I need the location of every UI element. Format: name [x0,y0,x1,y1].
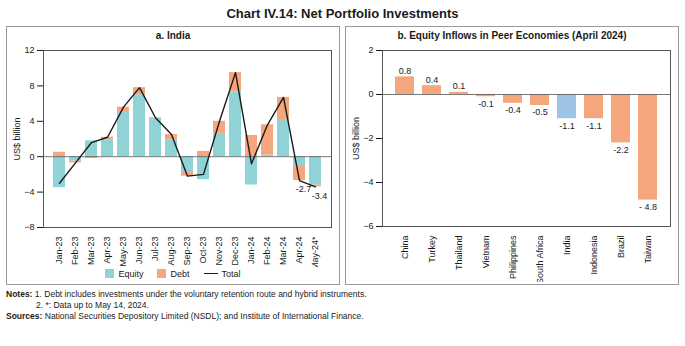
svg-text:Oct-23: Oct-23 [198,237,208,264]
svg-text:Nov-23: Nov-23 [214,237,224,266]
svg-text:Thailand: Thailand [454,236,464,271]
html-text:Notes: 1. Debt includes invest: Notes: 1. Debt includes investments unde… [6,289,367,299]
svg-text:Brazil: Brazil [616,236,626,259]
svg-text:Jul-23: Jul-23 [150,237,160,262]
svg-text:−8: −8 [24,222,34,232]
svg-text:Apr-24: Apr-24 [294,237,304,264]
svg-text:-2.7: -2.7 [296,184,312,194]
svg-text:0.4: 0.4 [426,75,439,85]
svg-text:Dec-23: Dec-23 [230,237,240,266]
svg-text:Indonesia: Indonesia [589,236,599,275]
svg-text:Jan-23: Jan-23 [54,237,64,265]
html-text:2. *: Data up to May 14, 2024.: 2. *: Data up to May 14, 2024. [36,300,149,310]
svg-text:India: India [562,236,572,256]
svg-text:0.8: 0.8 [399,66,412,76]
html-text:Equity: Equity [118,268,144,279]
svg-text:-3.4: -3.4 [312,191,328,201]
svg-text:US$ billion: US$ billion [12,117,22,160]
svg-text:0: 0 [29,152,34,162]
svg-text:−6: −6 [363,221,373,231]
svg-text:South Africa: South Africa [535,236,545,283]
svg-text:Turkey: Turkey [427,235,437,263]
html-text:a. India: a. India [155,30,191,41]
svg-text:US$ billion: US$ billion [351,117,361,160]
html-text:Sources: National Securities D: Sources: National Securities Depository … [6,311,364,321]
svg-text:China: China [400,236,410,260]
svg-text:Feb-24: Feb-24 [262,237,272,266]
svg-text:Vietnam: Vietnam [481,236,491,269]
svg-text:Mar-23: Mar-23 [86,237,96,266]
svg-text:8: 8 [29,81,34,91]
svg-text:0.1: 0.1 [453,81,466,91]
svg-text:4: 4 [29,116,34,126]
svg-text:-1.1: -1.1 [559,121,575,131]
svg-text:Sep-23: Sep-23 [182,237,192,266]
svg-text:-0.5: -0.5 [532,107,548,117]
svg-text:Philippines: Philippines [508,235,518,279]
svg-text:May-24*: May-24* [310,236,320,267]
svg-text:Taiwan: Taiwan [643,236,653,264]
svg-text:May-23: May-23 [118,237,128,267]
svg-text:−2: −2 [363,133,373,143]
svg-text:-2.2: -2.2 [613,145,629,155]
svg-text:12: 12 [24,45,34,55]
svg-text:Jun-23: Jun-23 [134,237,144,265]
svg-text:−4: −4 [363,177,373,187]
svg-text:-0.4: -0.4 [505,105,521,115]
svg-text:2: 2 [368,45,373,55]
svg-text:Feb-23: Feb-23 [70,237,80,266]
html-text:Debt: Debt [170,268,190,279]
svg-text:0: 0 [368,89,373,99]
html-text:b. Equity Inflows in Peer Econ: b. Equity Inflows in Peer Economies (Apr… [397,30,627,41]
svg-text:−4: −4 [24,187,34,197]
svg-text:-1.1: -1.1 [586,121,602,131]
svg-text:- 4.8: - 4.8 [639,202,657,212]
html-text:Chart IV.14: Net Portfolio Inv: Chart IV.14: Net Portfolio Investments [226,6,459,21]
svg-text:-0.1: -0.1 [478,99,494,109]
svg-text:Apr-23: Apr-23 [102,237,112,264]
svg-text:Mar-24: Mar-24 [278,237,288,266]
svg-text:Aug-23: Aug-23 [166,237,176,266]
svg-text:Jan-24: Jan-24 [246,237,256,265]
html-text:Total: Total [221,268,241,279]
